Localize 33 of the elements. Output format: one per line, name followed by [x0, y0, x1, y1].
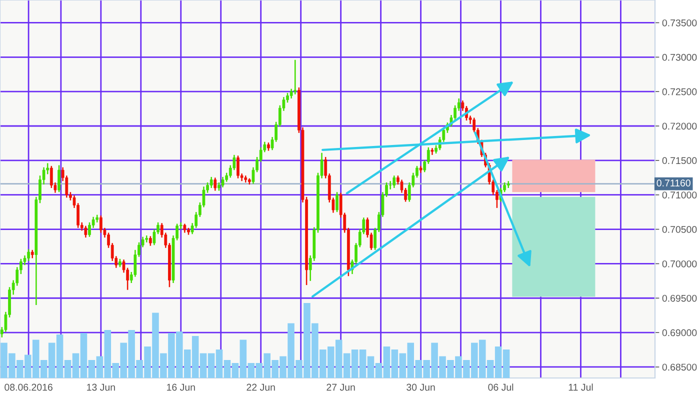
y-tick-label: 0.72000: [662, 122, 697, 130]
candlestick: [210, 176, 213, 189]
candlestick: [148, 236, 152, 246]
ref-line-label: 0.71160: [656, 180, 690, 186]
y-tick-label: 0.72500: [662, 88, 697, 96]
y-tick-label: 0.69500: [662, 294, 697, 302]
candlestick: [50, 165, 53, 189]
x-tick-label: 16 Jun: [167, 384, 195, 391]
x-tick-label: 22 Jun: [246, 384, 275, 391]
candlestick: [84, 225, 88, 238]
y-tick-label: 0.73000: [662, 54, 697, 61]
x-tick-label: 13 Jun: [87, 384, 115, 391]
y-tick-label: 0.70500: [662, 226, 697, 233]
x-tick-label: 27 Jun: [326, 384, 355, 391]
candlestick: [236, 154, 240, 179]
x-tick-label: 30 Jun: [406, 384, 435, 391]
y-tick-label: 0.70000: [662, 260, 697, 268]
candlestick: [27, 248, 30, 262]
x-tick-label: 11 Jul: [568, 384, 593, 391]
candlestick: [58, 164, 60, 193]
candlestick: [99, 214, 102, 234]
y-tick-label: 0.73500: [662, 19, 697, 26]
y-tick-label: 0.71000: [662, 192, 697, 198]
x-tick-label: 08.06.2016: [4, 384, 52, 391]
candlestick: [392, 174, 396, 189]
candlestick: [336, 191, 338, 213]
candlestick: [214, 177, 217, 192]
x-tick-label: 06 Jul: [488, 384, 514, 391]
y-tick-label: 0.68500: [662, 364, 697, 371]
candlestick: [221, 176, 224, 188]
y-tick-label: 0.71500: [662, 157, 697, 164]
y-tick-label: 0.69000: [662, 329, 697, 336]
candlestick: [294, 59, 297, 95]
